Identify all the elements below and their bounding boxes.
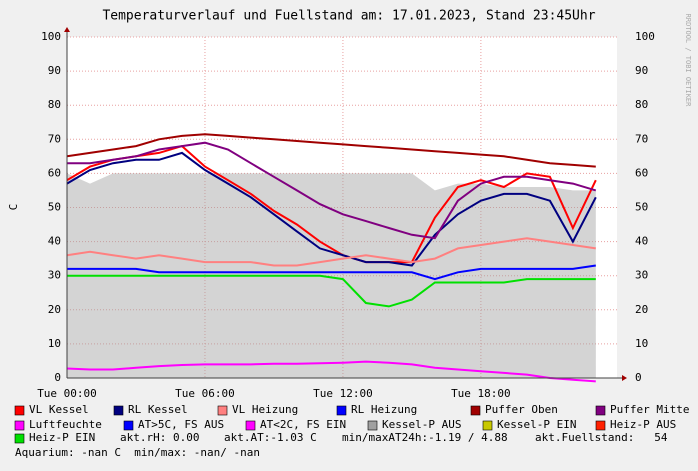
- stat-text: akt.Fuellstand: 54: [535, 431, 668, 444]
- y-axis-label: C: [7, 204, 20, 211]
- legend-swatch: [482, 420, 493, 431]
- x-tick-label: Tue 18:00: [451, 387, 511, 400]
- legend-label: Kessel-P EIN: [497, 418, 576, 431]
- line: [66, 360, 596, 383]
- y2-tick-label: 10: [635, 337, 648, 350]
- y-tick-label: 10: [48, 337, 61, 350]
- line: [67, 274, 596, 308]
- legend-swatch: [367, 420, 378, 431]
- y-tick-label: 0: [54, 371, 61, 384]
- legend-label: Heiz-P EIN: [29, 431, 95, 444]
- y2-tick-label: 20: [635, 303, 648, 316]
- y-tick-label: 80: [48, 98, 61, 111]
- chart-title: Temperaturverlauf und Fuellstand am: 17.…: [102, 9, 595, 24]
- y-tick-label: 70: [48, 132, 61, 145]
- x-tick-label: Tue 06:00: [175, 387, 235, 400]
- y2-tick-label: 80: [635, 98, 648, 111]
- line: [66, 237, 596, 267]
- legend-swatch: [595, 420, 606, 431]
- legend-label: AT>5C, FS AUS: [138, 418, 224, 431]
- legend-swatch: [336, 405, 347, 416]
- legend-swatch: [123, 420, 134, 431]
- legend-label: Puffer Mitte: [610, 403, 689, 416]
- x-tick-label: Tue 00:00: [37, 387, 97, 400]
- line: [66, 133, 596, 168]
- legend-label: Puffer Oben: [485, 403, 558, 416]
- x-arrow: [622, 375, 627, 381]
- area: [67, 173, 596, 378]
- plot-area: [67, 37, 617, 378]
- y-tick-label: 50: [48, 201, 61, 214]
- y-tick-label: 40: [48, 235, 61, 248]
- stat-text: akt.rH: 0.00: [120, 431, 199, 444]
- legend-swatch: [113, 405, 124, 416]
- line: [66, 151, 597, 267]
- legend-label: Luftfeuchte: [29, 418, 102, 431]
- legend-label: Heiz-P AUS: [610, 418, 676, 431]
- x-tick-label: Tue 12:00: [313, 387, 373, 400]
- y2-tick-label: 100: [635, 30, 655, 43]
- y-arrow: [64, 27, 70, 32]
- legend-label: VL Heizung: [232, 403, 298, 416]
- plot: [66, 36, 617, 383]
- y2-tick-label: 40: [635, 235, 648, 248]
- y2-tick-label: 50: [635, 201, 648, 214]
- legend-swatch: [217, 405, 228, 416]
- footer-text: Aquarium: -nan C min/max: -nan/ -nan: [15, 446, 260, 459]
- legend-swatch: [14, 433, 25, 444]
- y2-tick-label: 90: [635, 64, 648, 77]
- y-tick-label: 60: [48, 166, 61, 179]
- legend-label: RL Heizung: [351, 403, 417, 416]
- y2-tick-label: 0: [635, 371, 642, 384]
- y2-tick-label: 60: [635, 166, 648, 179]
- legend-label: RL Kessel: [128, 403, 188, 416]
- legend-swatch: [595, 405, 606, 416]
- legend-label: AT<2C, FS EIN: [260, 418, 346, 431]
- y-tick-label: 100: [41, 30, 61, 43]
- line: [67, 141, 597, 240]
- legend-swatch: [14, 405, 25, 416]
- legend-label: VL Kessel: [29, 403, 89, 416]
- legend-swatch: [245, 420, 256, 431]
- line: [67, 264, 596, 281]
- legend-label: Kessel-P AUS: [382, 418, 461, 431]
- y-tick-label: 30: [48, 269, 61, 282]
- y2-tick-label: 30: [635, 269, 648, 282]
- legend-swatch: [14, 420, 25, 431]
- y-tick-label: 20: [48, 303, 61, 316]
- stat-text: min/maxAT24h:-1.19 / 4.88: [342, 431, 508, 444]
- line: [66, 144, 597, 264]
- y2-tick-label: 70: [635, 132, 648, 145]
- y-tick-label: 90: [48, 64, 61, 77]
- legend: VL Kessel RL Kessel VL Heizung RL Heizung Pu…: [14, 403, 689, 459]
- stat-text: akt.AT:-1.03 C: [224, 431, 317, 444]
- legend-swatch: [470, 405, 481, 416]
- watermark: RRDTOOL / TOBI OETIKER: [684, 14, 692, 108]
